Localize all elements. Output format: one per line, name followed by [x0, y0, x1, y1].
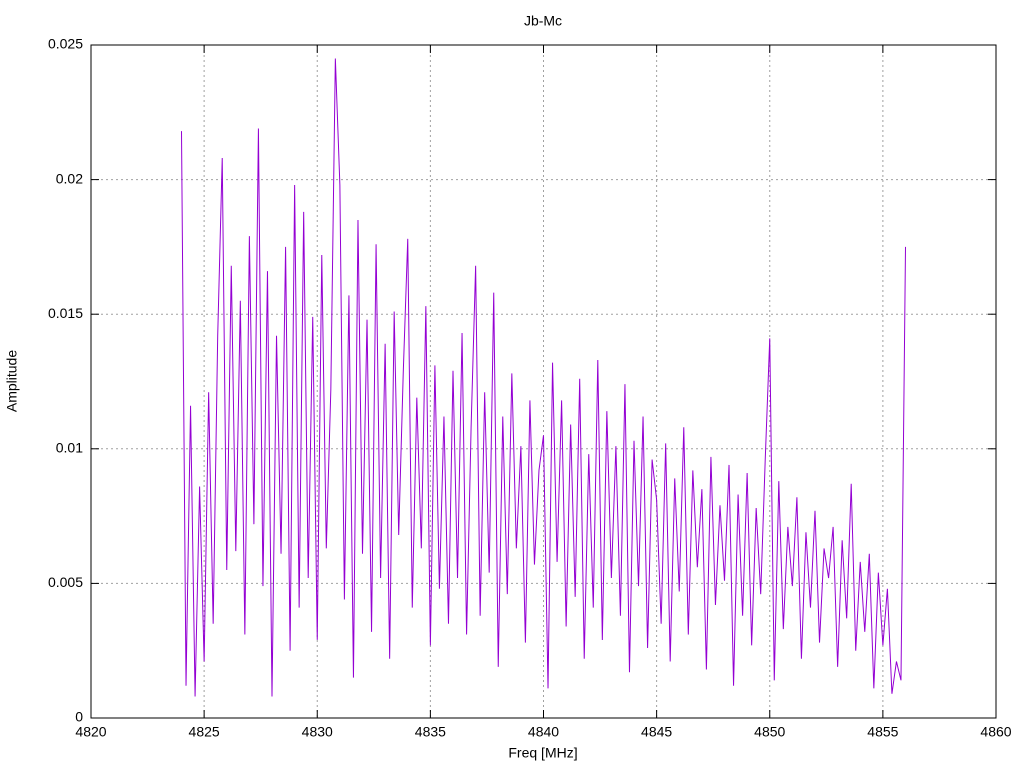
plot-border — [90, 44, 997, 719]
x-tick-label: 4860 — [980, 724, 1011, 740]
x-tick-label: 4840 — [528, 724, 559, 740]
y-tick-label: 0.025 — [48, 36, 83, 52]
x-tick-label: 4845 — [641, 724, 672, 740]
y-tick-label: 0 — [75, 709, 83, 725]
chart-title: Jb-Mc — [524, 13, 562, 29]
y-tick-label: 0.02 — [56, 170, 83, 186]
x-axis-label: Freq [MHz] — [508, 745, 577, 761]
x-tick-label: 4830 — [302, 724, 333, 740]
x-tick-label: 4820 — [75, 724, 106, 740]
y-tick-label: 0.01 — [56, 440, 83, 456]
y-tick-label: 0.005 — [48, 574, 83, 590]
y-tick-label: 0.015 — [48, 305, 83, 321]
y-axis-label: Amplitude — [4, 350, 20, 412]
x-tick-label: 4835 — [415, 724, 446, 740]
data-line — [181, 58, 906, 697]
x-tick-label: 4855 — [867, 724, 898, 740]
x-tick-label: 4825 — [189, 724, 220, 740]
x-tick-label: 4850 — [754, 724, 785, 740]
